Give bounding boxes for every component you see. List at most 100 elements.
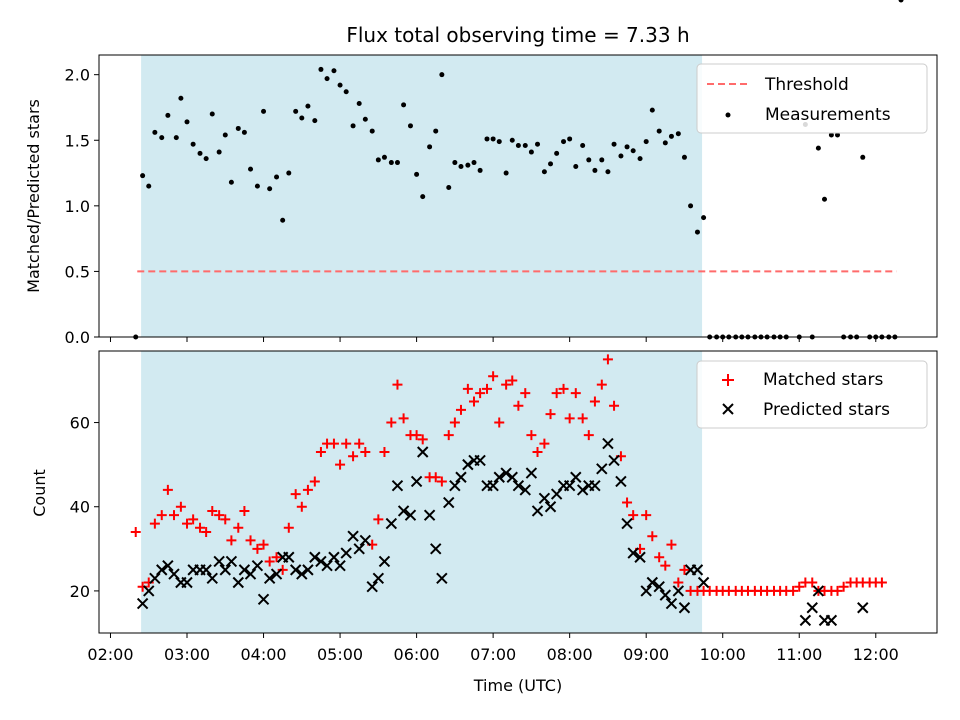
measurement-point	[509, 137, 515, 143]
predicted-star-marker	[659, 589, 672, 601]
predicted-star-marker	[244, 568, 257, 580]
counts-panel: 20 40 60 02:00 03:00 04:00 05:00 06:00 07:00 08:…	[30, 351, 938, 664]
matched-star-marker	[283, 522, 294, 533]
measurement-point	[394, 160, 400, 166]
measurement-point	[675, 131, 681, 137]
predicted-star-marker	[602, 437, 614, 450]
measurement-point	[561, 139, 567, 145]
x-tick-label: 07:00	[470, 645, 516, 664]
matched-star-marker	[277, 564, 288, 575]
matched-star-marker	[175, 501, 186, 512]
predicted-star-marker	[596, 463, 608, 475]
predicted-star-marker	[334, 559, 346, 572]
measurement-point	[178, 95, 184, 101]
predicted-star-marker	[430, 543, 442, 555]
predicted-star-marker	[634, 551, 646, 563]
predicted-star-marker	[423, 509, 436, 521]
measurement-point	[522, 143, 528, 149]
measurement-point	[337, 82, 343, 88]
matched-star-marker	[494, 417, 505, 428]
measurement-point	[465, 162, 471, 168]
measurement-point	[898, 0, 904, 3]
predicted-star-marker	[397, 505, 410, 517]
legend-measurements-label: Measurements	[765, 105, 891, 125]
predicted-star-marker	[328, 551, 340, 563]
x-axis-label: Time (UTC)	[473, 676, 562, 695]
measurement-point	[458, 163, 464, 169]
predicted-star-marker	[321, 559, 333, 572]
measurement-point	[152, 129, 158, 135]
matched-star-marker	[252, 543, 263, 554]
predicted-star-marker	[576, 484, 589, 496]
matched-star-marker	[526, 430, 537, 441]
predicted-star-marker	[219, 564, 231, 576]
measurement-point	[503, 170, 509, 176]
predicted-star-marker	[353, 543, 365, 555]
matched-star-marker	[328, 438, 339, 449]
matched-star-marker	[411, 430, 422, 441]
matched-star-marker	[628, 510, 639, 521]
measurement-point	[662, 140, 668, 146]
measurement-point	[490, 136, 496, 142]
y-tick-label: 0.0	[65, 328, 90, 347]
measurement-point	[515, 143, 521, 149]
measurement-point	[592, 167, 598, 173]
legend-threshold-label: Threshold	[764, 75, 849, 95]
predicted-star-marker	[372, 572, 385, 584]
matched-star-marker	[589, 396, 600, 407]
matched-star-marker	[807, 577, 818, 588]
matched-star-marker	[513, 400, 524, 411]
measurement-point	[146, 183, 152, 189]
y-tick-label: 40	[70, 498, 90, 517]
measurement-point	[822, 196, 828, 202]
measurement-point	[362, 116, 368, 122]
matched-star-marker	[570, 388, 581, 399]
predicted-star-marker	[404, 509, 417, 521]
measurement-point	[197, 150, 203, 156]
predicted-star-marker	[168, 568, 180, 580]
measurement-point	[637, 156, 643, 162]
predicted-star-marker	[697, 576, 710, 589]
measurement-point	[860, 154, 866, 160]
predicted-star-marker	[296, 568, 308, 580]
matched-star-marker	[392, 379, 403, 390]
x-tick-label: 03:00	[164, 645, 210, 664]
predicted-star-marker	[672, 585, 685, 597]
measurement-point	[477, 167, 483, 173]
matched-star-marker	[462, 383, 473, 394]
matched-star-marker	[354, 438, 365, 449]
matched-star-marker	[482, 383, 493, 394]
predicted-star-marker	[857, 602, 869, 614]
y-tick-label: 60	[70, 414, 90, 433]
measurement-point	[267, 186, 273, 192]
y-tick-label: 1.5	[65, 131, 90, 150]
measurement-point	[567, 136, 573, 142]
predicted-star-marker	[347, 530, 359, 542]
measurement-point	[439, 72, 445, 78]
matched-star-marker	[545, 409, 556, 420]
matched-star-marker	[239, 505, 250, 516]
predicted-star-marker	[506, 471, 518, 483]
predicted-star-marker	[812, 585, 825, 597]
measurement-point	[554, 150, 560, 156]
predicted-star-marker	[455, 471, 467, 483]
measurement-point	[815, 145, 821, 151]
matched-star-marker	[596, 379, 607, 390]
matched-star-marker	[564, 413, 575, 424]
measurement-point	[228, 179, 234, 185]
measurement-point	[165, 112, 171, 118]
predicted-star-marker	[544, 501, 557, 513]
ratio-panel: 0.00.51.01.52.0 Matched/Predicted stars …	[24, 0, 938, 347]
x-tick-label: 05:00	[317, 645, 363, 664]
measurement-point	[401, 102, 407, 108]
predicted-star-marker	[385, 517, 398, 530]
predicted-star-marker	[309, 551, 321, 563]
matched-star-marker	[673, 577, 684, 588]
predicted-star-marker	[678, 602, 691, 614]
measurement-point	[618, 153, 624, 159]
predicted-star-marker	[627, 547, 639, 559]
matched-star-marker	[258, 539, 269, 550]
predicted-star-marker	[289, 564, 302, 576]
predicted-star-marker	[417, 446, 429, 458]
measurement-point	[299, 115, 305, 121]
